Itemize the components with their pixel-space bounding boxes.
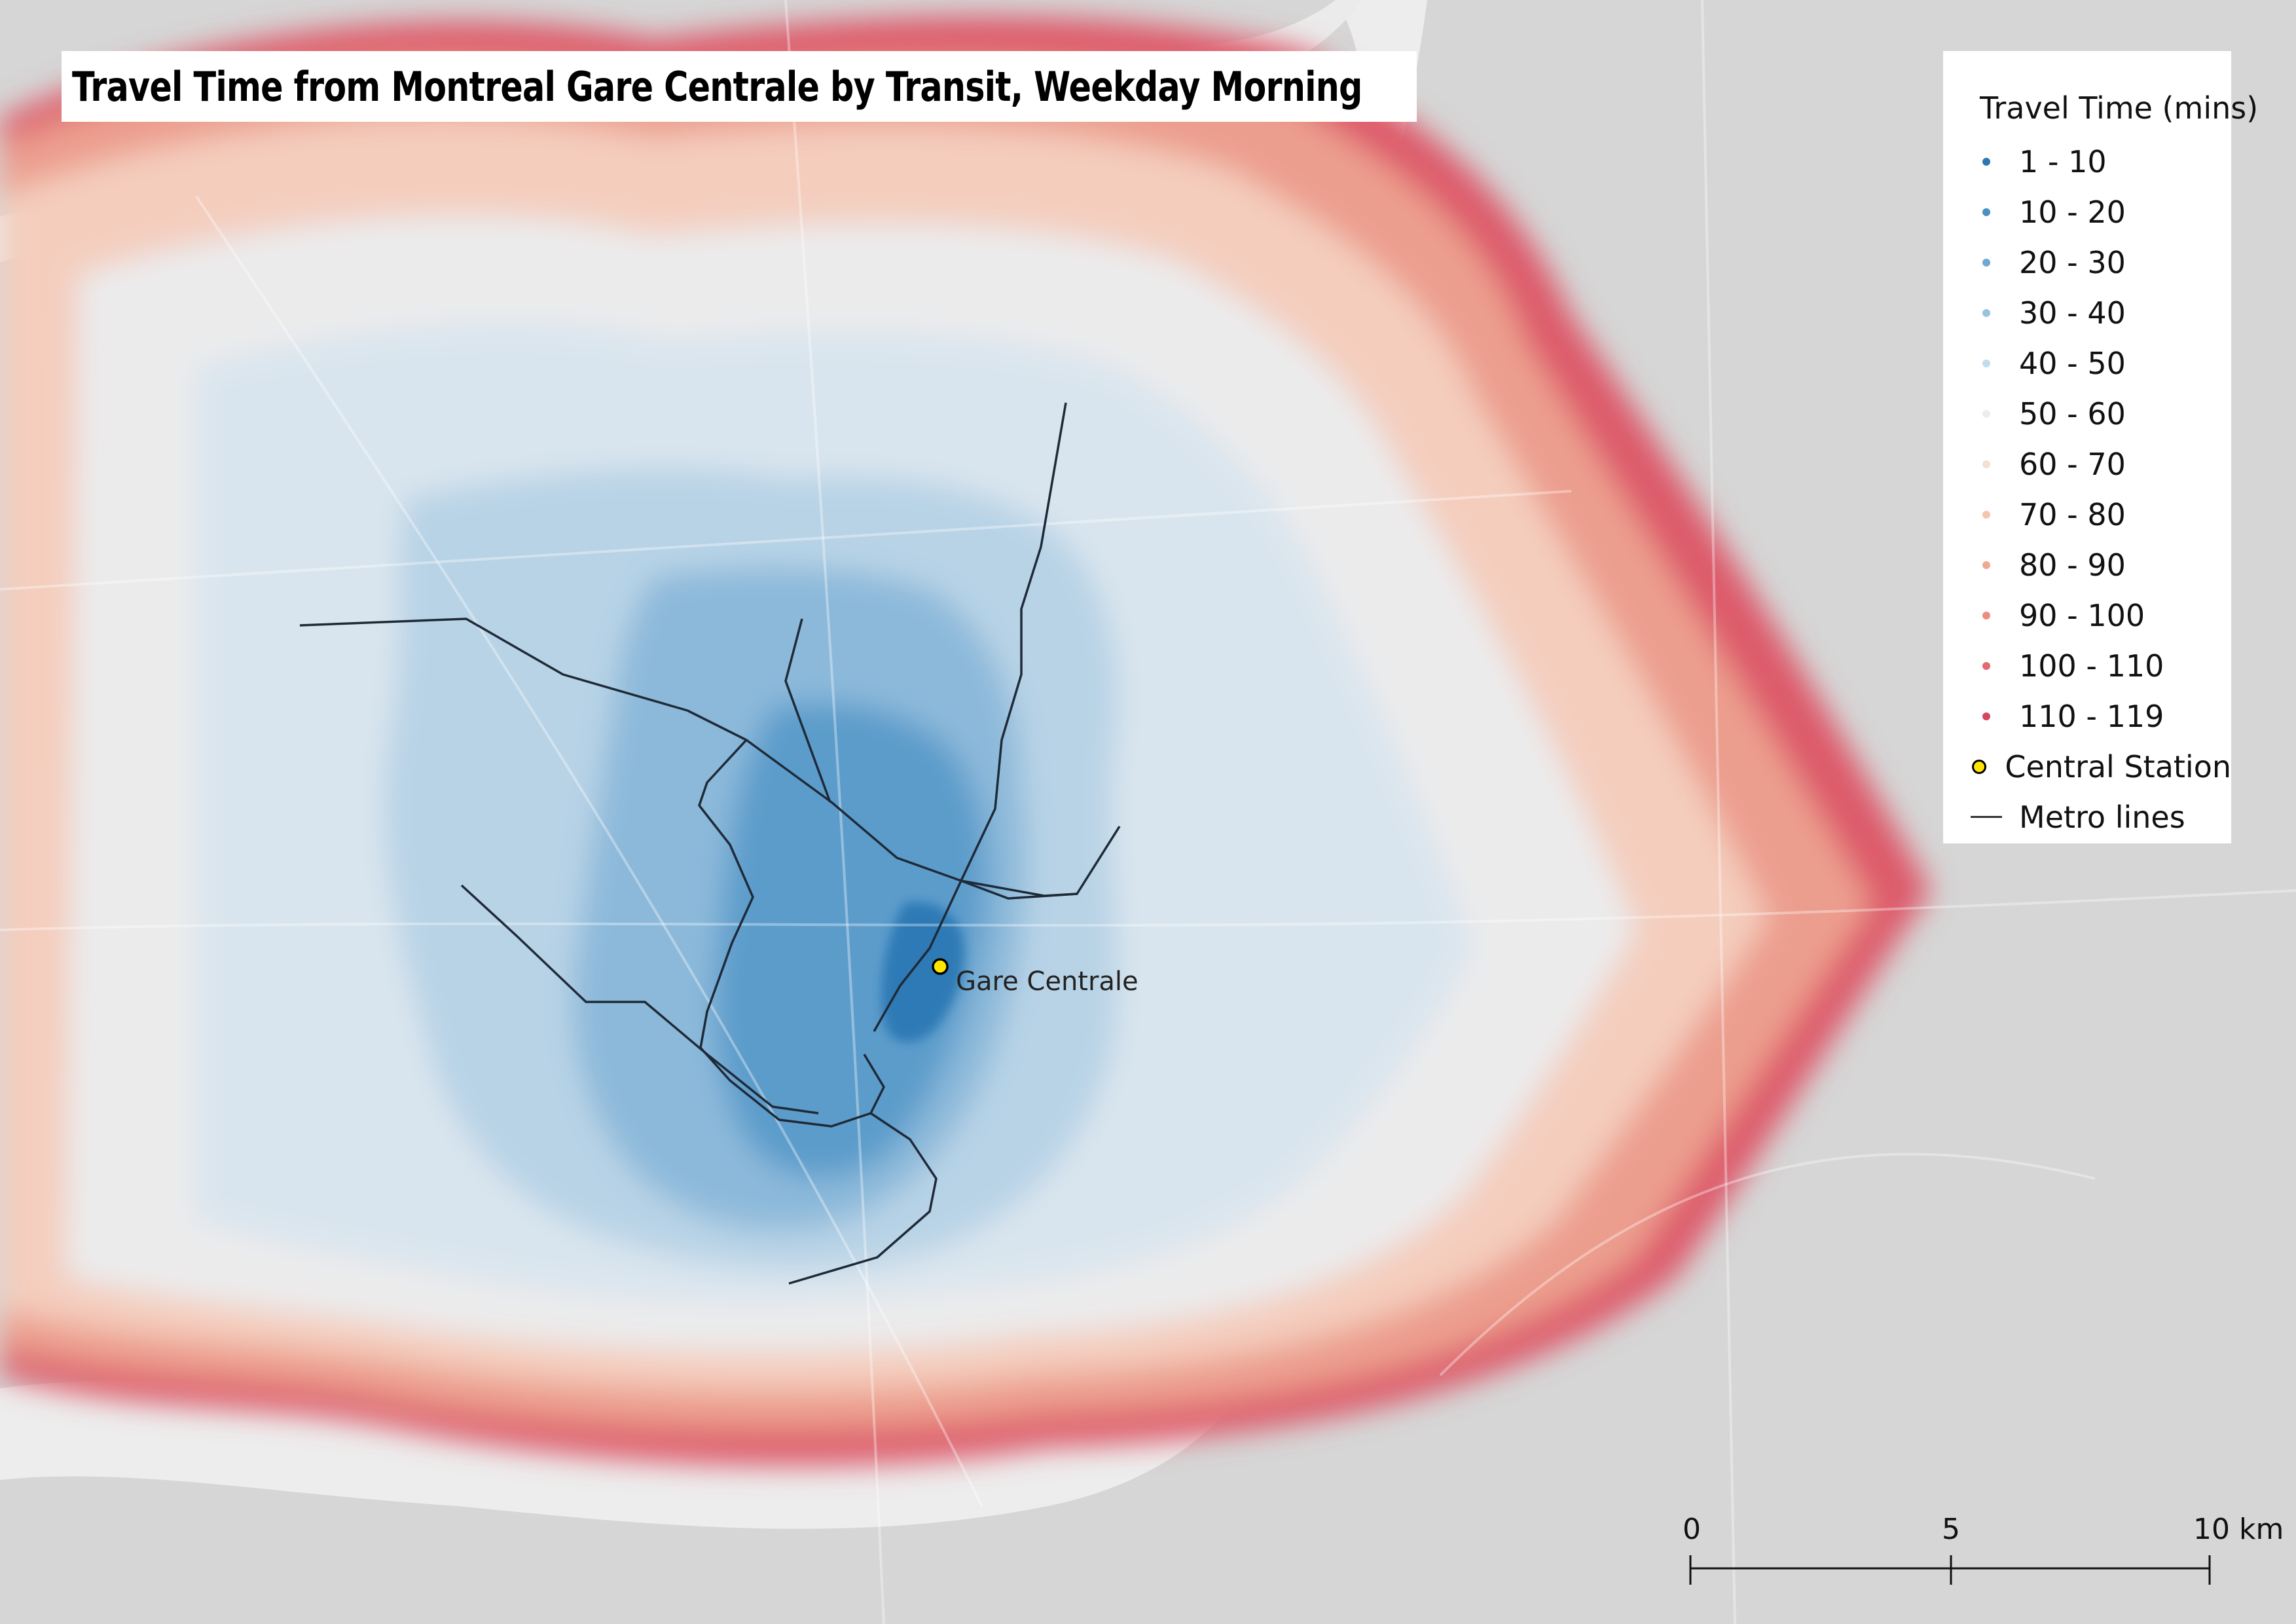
legend-item: 110 - 119: [1967, 691, 2231, 741]
legend-dot-icon: [1982, 409, 1990, 418]
metro-green-line-east: [873, 402, 1067, 1032]
metro-yellow-line: [960, 826, 1121, 897]
legend-dot-icon: [1982, 611, 1990, 619]
legend-item-metro: Metro lines: [1967, 792, 2231, 842]
map-title: Travel Time from Montreal Gare Centrale …: [72, 62, 1362, 111]
scale-tick-0: 0: [1683, 1513, 1701, 1546]
band-10-20: [714, 702, 989, 1179]
legend-item: 20 - 30: [1967, 237, 2231, 287]
legend-item: 1 - 10: [1967, 136, 2231, 187]
metro-lines: [299, 402, 1121, 1285]
legend-dot-icon: [1982, 661, 1990, 670]
scale-tick-10: 10 km: [2193, 1513, 2284, 1546]
legend-item: 100 - 110: [1967, 640, 2231, 691]
gare-centrale-marker[interactable]: [932, 958, 949, 975]
metro-blue-line: [784, 618, 831, 803]
legend-dot-icon: [1982, 359, 1990, 367]
scale-tick-5: 5: [1942, 1513, 1960, 1546]
metro-line-west: [698, 739, 885, 1128]
legend-dot-icon: [1982, 208, 1990, 216]
metro-line-south: [788, 1112, 938, 1285]
legend-item-station: Central Station: [1967, 741, 2231, 792]
legend-item: 30 - 40: [1967, 287, 2231, 338]
legend-dot-icon: [1982, 510, 1990, 519]
legend-item: 40 - 50: [1967, 338, 2231, 388]
legend-item: 10 - 20: [1967, 187, 2231, 237]
metro-orange-line: [299, 618, 1078, 900]
legend-item: 60 - 70: [1967, 439, 2231, 489]
legend-dot-icon: [1982, 561, 1990, 569]
legend-title: Travel Time (mins): [1980, 90, 2259, 126]
legend-item: 50 - 60: [1967, 388, 2231, 439]
legend-item: 80 - 90: [1967, 540, 2231, 590]
legend-dot-icon: [1982, 460, 1990, 468]
legend-item: 70 - 80: [1967, 489, 2231, 540]
station-icon: [1972, 759, 1987, 774]
legend-dot-icon: [1982, 712, 1990, 720]
metro-green-line: [460, 884, 819, 1115]
legend-dot-icon: [1982, 258, 1990, 267]
legend: Travel Time (mins) 1 - 10 10 - 20 20 - 30 3…: [1943, 51, 2259, 843]
legend-item: 90 - 100: [1967, 590, 2231, 640]
metro-line-icon: [1971, 816, 2002, 818]
station-label: Gare Centrale: [956, 967, 1139, 997]
band-1-10: [881, 902, 964, 1043]
legend-dot-icon: [1982, 157, 1990, 166]
legend-dot-icon: [1982, 308, 1990, 317]
title-box: Travel Time from Montreal Gare Centrale …: [62, 51, 1417, 122]
scale-bar: [1689, 1555, 2211, 1585]
